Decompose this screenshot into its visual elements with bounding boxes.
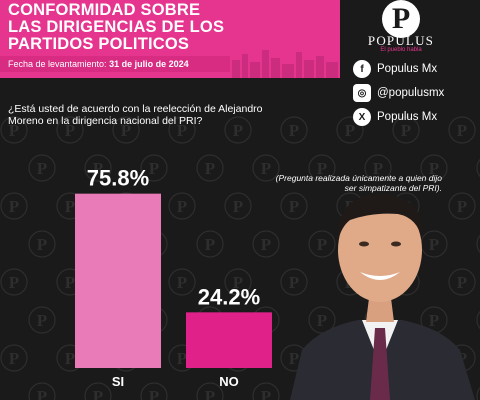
city-skyline-art	[230, 46, 340, 78]
category-label-si: SI	[112, 374, 124, 389]
svg-text:P: P	[289, 349, 299, 368]
date-label: Fecha de levantamiento:	[8, 59, 107, 69]
svg-text:P: P	[93, 159, 103, 178]
svg-text:P: P	[9, 121, 19, 140]
svg-text:P: P	[317, 311, 327, 330]
svg-text:P: P	[345, 121, 355, 140]
svg-text:P: P	[317, 235, 327, 254]
svg-text:P: P	[177, 197, 187, 216]
svg-text:P: P	[457, 121, 467, 140]
svg-text:P: P	[37, 235, 47, 254]
svg-text:P: P	[261, 235, 271, 254]
header-banner: CONFORMIDAD SOBRE LAS DIRIGENCIAS DE LOS…	[0, 0, 340, 78]
svg-text:P: P	[429, 235, 439, 254]
instagram-label: @populusmx	[377, 87, 445, 99]
bar-no	[186, 312, 272, 368]
bar-si	[75, 193, 161, 368]
svg-text:P: P	[149, 159, 159, 178]
svg-text:P: P	[121, 121, 131, 140]
politician-portrait	[290, 194, 475, 400]
date-value: 31 de julio de 2024	[109, 59, 189, 69]
svg-text:P: P	[37, 387, 47, 400]
value-label-si: 75.8%	[87, 166, 149, 191]
svg-text:P: P	[37, 311, 47, 330]
svg-text:P: P	[149, 387, 159, 400]
svg-text:P: P	[401, 121, 411, 140]
survey-question: ¿Está usted de acuerdo con la reelección…	[8, 103, 263, 127]
social-instagram[interactable]: ◎ @populusmx	[353, 82, 444, 104]
logo-letter: P	[391, 2, 411, 35]
svg-text:P: P	[177, 273, 187, 292]
value-label-no: 24.2%	[198, 284, 260, 309]
logo-badge	[382, 0, 420, 38]
svg-text:P: P	[177, 349, 187, 368]
social-facebook[interactable]: f Populus Mx	[353, 58, 437, 80]
instagram-icon: ◎	[353, 84, 371, 102]
svg-text:P: P	[205, 159, 215, 178]
svg-text:P: P	[65, 197, 75, 216]
title-line-2: LAS DIRIGENCIAS DE LOS	[8, 18, 225, 36]
x-icon: X	[353, 108, 371, 126]
svg-text:P: P	[289, 273, 299, 292]
category-label-no: NO	[219, 374, 239, 389]
svg-text:P: P	[429, 311, 439, 330]
social-x[interactable]: X Populus Mx	[353, 106, 437, 128]
svg-text:P: P	[261, 159, 271, 178]
facebook-label: Populus Mx	[377, 63, 438, 75]
svg-text:P: P	[289, 197, 299, 216]
svg-text:P: P	[261, 387, 271, 400]
survey-note: (Pregunta realizada únicamente a quien d…	[275, 173, 442, 193]
title-line-3: PARTIDOS POLITICOS	[8, 35, 190, 53]
brand-tagline: El pueblo habla	[380, 47, 422, 53]
svg-text:P: P	[9, 349, 19, 368]
svg-text:P: P	[65, 349, 75, 368]
survey-date: Fecha de levantamiento: 31 de julio de 2…	[8, 59, 189, 69]
x-label: Populus Mx	[377, 111, 438, 123]
svg-text:P: P	[233, 273, 243, 292]
svg-text:P: P	[457, 273, 467, 292]
date-bar	[0, 56, 230, 72]
page-title: CONFORMIDAD SOBRE LAS DIRIGENCIAS DE LOS…	[8, 2, 328, 53]
svg-text:P: P	[65, 121, 75, 140]
svg-text:P: P	[9, 273, 19, 292]
svg-text:P: P	[373, 159, 383, 178]
brand-name: POPULUS	[367, 33, 435, 48]
svg-text:P: P	[9, 197, 19, 216]
svg-text:P: P	[65, 273, 75, 292]
title-line-1: CONFORMIDAD SOBRE	[8, 1, 201, 19]
svg-text:P: P	[289, 121, 299, 140]
svg-text:P: P	[429, 159, 439, 178]
svg-text:P: P	[205, 387, 215, 400]
svg-text:P: P	[93, 387, 103, 400]
svg-text:P: P	[233, 197, 243, 216]
svg-text:P: P	[205, 235, 215, 254]
svg-text:P: P	[457, 197, 467, 216]
svg-text:P: P	[37, 159, 47, 178]
svg-text:P: P	[177, 121, 187, 140]
facebook-icon: f	[353, 60, 371, 78]
svg-text:P: P	[317, 159, 327, 178]
svg-text:P: P	[233, 121, 243, 140]
